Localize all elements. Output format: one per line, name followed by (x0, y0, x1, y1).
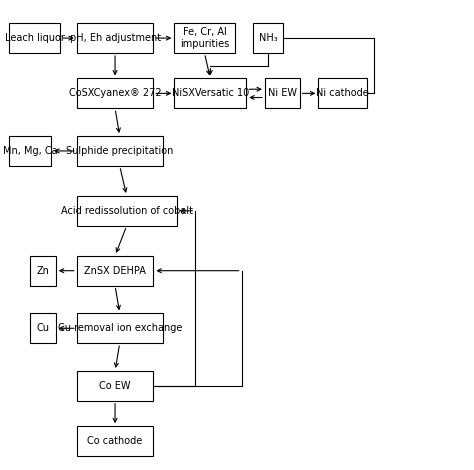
Text: Co cathode: Co cathode (87, 436, 143, 446)
Text: Ni EW: Ni EW (268, 88, 297, 98)
FancyBboxPatch shape (174, 78, 246, 108)
Text: Mn, Mg, Ca: Mn, Mg, Ca (3, 146, 58, 156)
FancyBboxPatch shape (77, 78, 154, 108)
FancyBboxPatch shape (265, 78, 300, 108)
FancyBboxPatch shape (77, 256, 154, 286)
Text: NH₃: NH₃ (259, 33, 278, 43)
FancyBboxPatch shape (9, 136, 51, 166)
Text: ZnSX DEHPA: ZnSX DEHPA (84, 266, 146, 276)
FancyBboxPatch shape (77, 23, 154, 53)
Text: CoSXCyanex® 272: CoSXCyanex® 272 (69, 88, 161, 98)
Text: Fe, Cr, Al
impurities: Fe, Cr, Al impurities (180, 27, 229, 49)
Text: NiSXVersatic 10: NiSXVersatic 10 (172, 88, 249, 98)
FancyBboxPatch shape (30, 313, 56, 343)
FancyBboxPatch shape (77, 426, 154, 456)
Text: Co EW: Co EW (100, 381, 131, 391)
Text: Acid redissolution of cobalt: Acid redissolution of cobalt (61, 206, 192, 216)
Text: Cu: Cu (36, 323, 50, 333)
FancyBboxPatch shape (253, 23, 283, 53)
Text: pH, Eh adjustment: pH, Eh adjustment (70, 33, 161, 43)
FancyBboxPatch shape (9, 23, 61, 53)
Text: Cu removal ion exchange: Cu removal ion exchange (57, 323, 182, 333)
FancyBboxPatch shape (30, 256, 56, 286)
Text: Sulphide precipitation: Sulphide precipitation (66, 146, 173, 156)
FancyBboxPatch shape (77, 371, 154, 401)
FancyBboxPatch shape (77, 313, 163, 343)
Text: Ni cathode: Ni cathode (316, 88, 369, 98)
FancyBboxPatch shape (174, 23, 235, 53)
Text: Zn: Zn (36, 266, 49, 276)
Text: Leach liquor: Leach liquor (5, 33, 65, 43)
FancyBboxPatch shape (77, 196, 177, 226)
FancyBboxPatch shape (77, 136, 163, 166)
FancyBboxPatch shape (319, 78, 367, 108)
